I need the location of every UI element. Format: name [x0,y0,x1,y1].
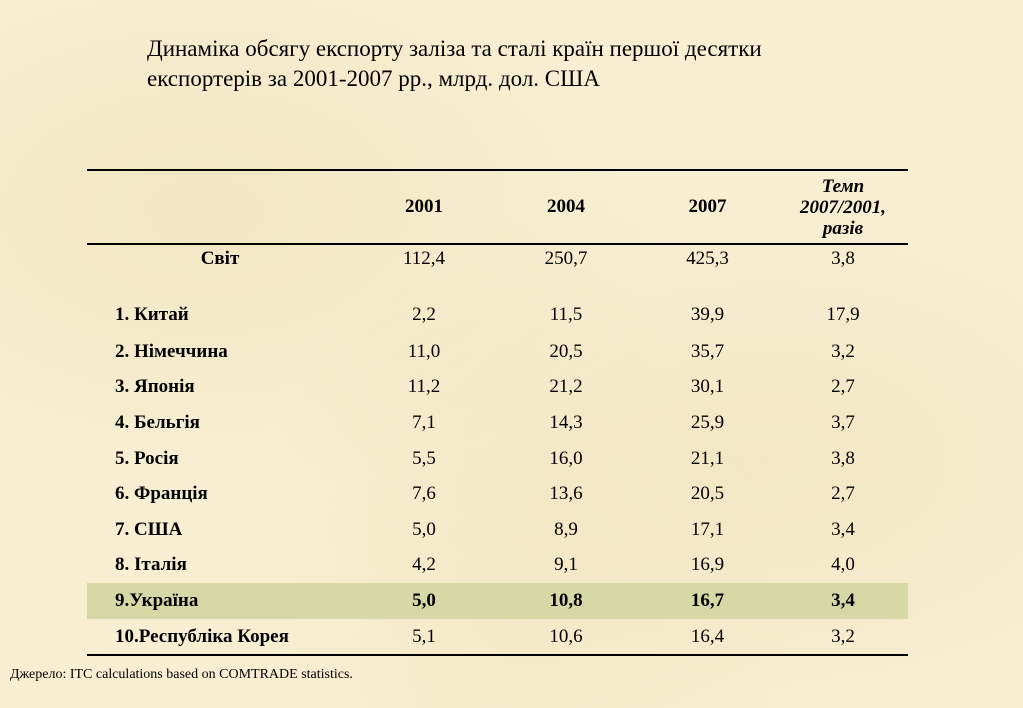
row-growth-rate: 3,8 [831,447,855,469]
source-note: Джерело: ITC calculations based on COMTR… [10,667,353,682]
row-value-2001: 5,0 [412,518,436,540]
row-value-2007: 21,1 [690,447,725,469]
row-value-2007: 16,9 [690,554,725,576]
row-value-2001: 2,2 [412,304,436,325]
row-value-2004: 8,9 [554,518,578,540]
export-table-container: 2001 2004 2007 Темп 2007/2001, разів Сві… [87,169,908,656]
header-country [87,170,353,244]
row-value-2001: 11,0 [407,340,441,362]
row-value-2004: 21,2 [549,376,583,398]
row-value-2004: 9,1 [554,554,578,576]
row-value-2004: 10,8 [495,583,637,619]
row-country-name: 6. Франція [115,483,208,505]
table-row: 6. Франція 7,6 13,6 20,5 2,7 [87,476,908,512]
table-row: 10.Республіка Корея 5,1 10,6 16,4 3,2 [87,619,908,656]
row-value-2004: 16,0 [549,447,583,469]
row-country-name: 4. Бельгія [115,411,200,433]
row-value-2007: 16,4 [690,625,725,647]
row-growth-rate: 2,7 [831,483,855,505]
row-growth-rate: 3,4 [778,583,908,619]
table-row: 7. США 5,0 8,9 17,1 3,4 [87,512,908,548]
row-value-2001: 112,4 [402,248,446,269]
row-value-2007: 17,1 [690,518,725,540]
row-value-2001: 5,1 [412,625,436,647]
row-growth-rate: 3,8 [831,248,855,269]
row-value-2007: 35,7 [690,340,725,362]
row-value-2007: 16,7 [637,583,778,619]
row-country-name: 2. Німеччина [115,340,228,362]
row-value-2007: 425,3 [686,248,729,269]
table-row: 1. Китай 2,2 11,5 39,9 17,9 [87,278,908,334]
row-value-2001: 11,2 [407,376,441,398]
page-title: Динаміка обсягу експорту заліза та сталі… [147,36,762,91]
row-value-2001: 5,5 [412,447,436,469]
row-value-2004: 13,6 [549,483,583,505]
table-row-world: Світ 112,4 250,7 425,3 3,8 [87,244,908,278]
row-growth-rate: 3,7 [831,411,855,433]
row-value-2004: 14,3 [549,411,583,433]
table-row: 2. Німеччина 11,0 20,5 35,7 3,2 [87,334,908,370]
row-country-name: 5. Росія [115,447,179,469]
row-growth-rate: 4,0 [831,554,855,576]
table-row: 8. Італія 4,2 9,1 16,9 4,0 [87,548,908,584]
header-2007: 2007 [688,196,727,217]
row-growth-rate: 17,9 [826,304,860,325]
row-value-2001: 7,6 [412,483,436,505]
row-value-2001: 5,0 [353,583,495,619]
row-value-2007: 25,9 [690,411,725,433]
header-2001: 2001 [405,196,443,217]
row-value-2004: 10,6 [549,625,583,647]
row-country-name: 7. США [115,518,183,540]
table-row: 4. Бельгія 7,1 14,3 25,9 3,7 [87,405,908,441]
row-value-2004: 11,5 [549,304,583,325]
row-country-name: 9.Україна [87,583,353,619]
row-growth-rate: 3,4 [831,518,855,540]
table-row-highlighted: 9.Україна 5,0 10,8 16,7 3,4 [87,583,908,619]
row-country-name: 10.Республіка Корея [115,625,289,647]
export-table: 2001 2004 2007 Темп 2007/2001, разів Сві… [87,169,908,656]
row-value-2004: 20,5 [549,340,583,362]
header-growth-rate: Темп 2007/2001, разів [799,175,887,239]
row-country-name: Світ [200,248,240,269]
row-country-name: 3. Японія [115,376,195,398]
row-country-name: 8. Італія [115,554,187,576]
row-value-2007: 39,9 [690,304,725,325]
row-value-2001: 4,2 [412,554,436,576]
table-header-row: 2001 2004 2007 Темп 2007/2001, разів [87,170,908,244]
row-value-2007: 20,5 [690,483,725,505]
table-row: 5. Росія 5,5 16,0 21,1 3,8 [87,441,908,477]
row-growth-rate: 2,7 [831,376,855,398]
row-growth-rate: 3,2 [831,625,855,647]
table-row: 3. Японія 11,2 21,2 30,1 2,7 [87,370,908,406]
row-growth-rate: 3,2 [831,340,855,362]
row-value-2004: 250,7 [544,248,588,269]
row-value-2007: 30,1 [690,376,725,398]
header-2004: 2004 [547,196,585,217]
row-value-2001: 7,1 [412,411,436,433]
row-country-name: 1. Китай [115,304,189,325]
